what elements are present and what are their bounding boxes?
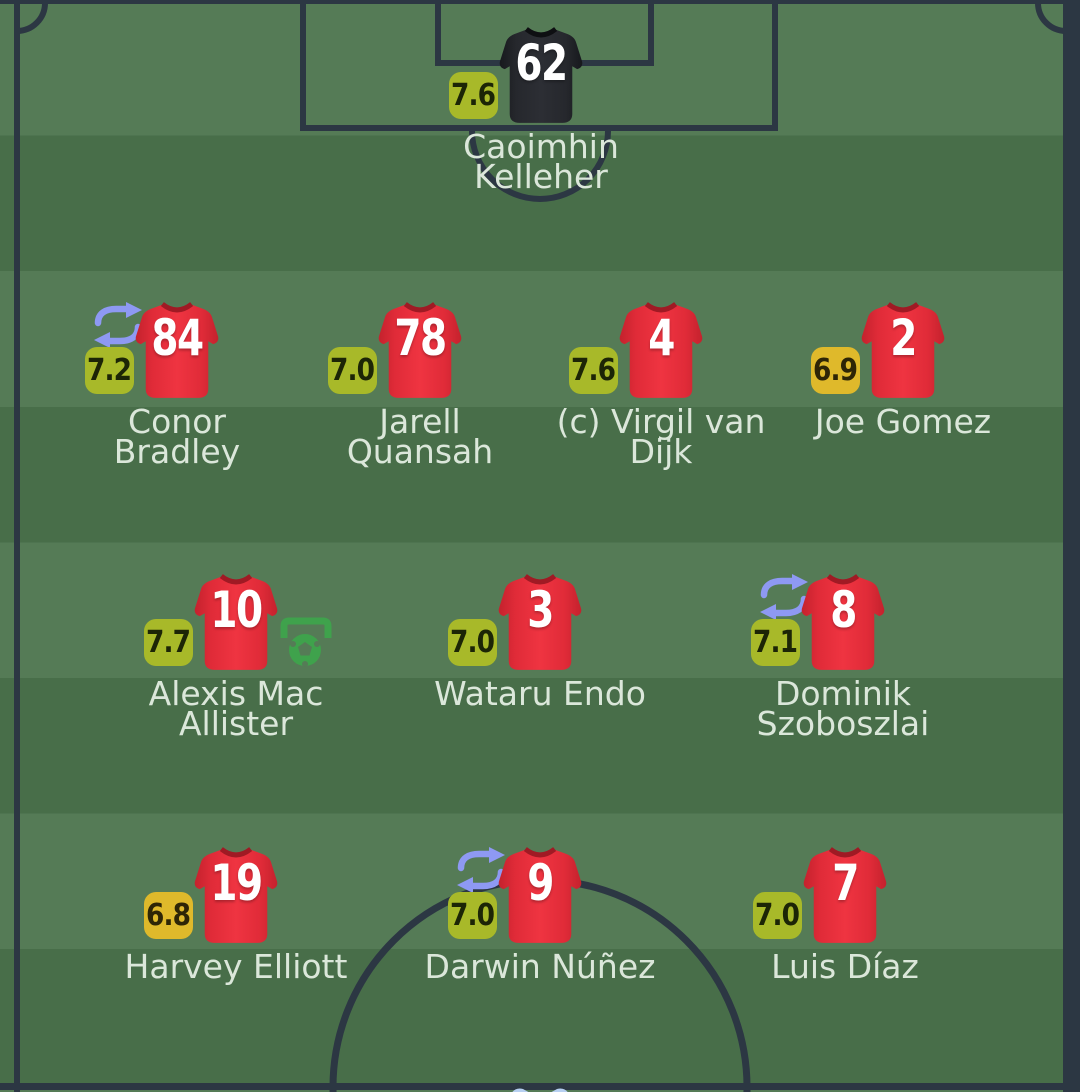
player-name: Joe Gomez: [763, 402, 1043, 441]
player-name-line: Alexis Mac: [148, 674, 324, 713]
player-name-line: Caoimhin Kelleher: [463, 127, 619, 196]
player-name-line: Wataru Endo: [434, 674, 646, 713]
rating-badge: 6.8: [144, 892, 193, 939]
rating-badge: 7.2: [85, 347, 134, 394]
player-caoimhin-kelleher[interactable]: 62 7.6 Caoimhin Kelleher: [401, 25, 681, 205]
player-name-line: Jarell: [379, 402, 461, 441]
player-wataru-endo[interactable]: 3 7.0 Wataru Endo: [400, 572, 680, 752]
player-jersey: 78: [377, 300, 463, 400]
player-name-line: Joe Gomez: [814, 402, 992, 441]
player-darwin-n-ez[interactable]: 9 7.0 Darwin Núñez: [400, 845, 680, 1025]
jersey-number: 2: [890, 309, 917, 367]
player-jersey: 9: [497, 845, 583, 945]
rating-badge: 7.6: [569, 347, 618, 394]
player-name: Dominik Szoboszlai: [703, 674, 983, 743]
player-name-line: Harvey Elliott: [124, 947, 348, 986]
corner-arc-left: [16, 2, 48, 34]
player-jersey: 4: [618, 300, 704, 400]
player-name-line: Darwin Núñez: [424, 947, 656, 986]
substitution-icon: [760, 574, 808, 620]
jersey-number: 9: [527, 854, 554, 912]
top-edge-bar: [0, 0, 1080, 4]
jersey-number: 10: [210, 581, 263, 639]
player-name-line: Dijk: [629, 432, 693, 471]
jersey-number: 62: [515, 34, 568, 92]
right-sideline: [1063, 0, 1069, 1092]
rating-badge: 6.9: [811, 347, 860, 394]
player-name-line: Szoboszlai: [756, 704, 930, 743]
player-c-virgil-van-dijk[interactable]: 4 7.6 (c) Virgil van Dijk: [521, 300, 801, 480]
goal-icon: [280, 617, 332, 667]
substitution-icon: [94, 302, 142, 348]
player-jersey: 84: [134, 300, 220, 400]
player-jersey: 10: [193, 572, 279, 672]
player-name: Darwin Núñez: [400, 947, 680, 986]
left-sideline: [14, 0, 20, 1092]
player-name: (c) Virgil van Dijk: [521, 402, 801, 471]
penalty-arc: [469, 130, 611, 202]
player-name: Jarell Quansah: [280, 402, 560, 471]
right-margin: [1069, 0, 1080, 1092]
player-name: Alexis Mac Allister: [96, 674, 376, 743]
halfway-line: [0, 1083, 1080, 1090]
jersey-number: 78: [394, 309, 447, 367]
jersey-number: 84: [151, 309, 204, 367]
player-harvey-elliott[interactable]: 19 6.8 Harvey Elliott: [96, 845, 376, 1025]
jersey-number: 8: [830, 581, 857, 639]
rating-badge: 7.7: [144, 619, 193, 666]
player-conor-bradley[interactable]: 84 7.2 Conor Bradley: [37, 300, 317, 480]
player-name: Wataru Endo: [400, 674, 680, 713]
player-jersey: 8: [800, 572, 886, 672]
player-dominik-szoboszlai[interactable]: 8 7.1 Dominik Szoboszlai: [703, 572, 983, 752]
player-jersey: 19: [193, 845, 279, 945]
substitution-icon: [457, 847, 505, 893]
player-jersey: 2: [860, 300, 946, 400]
player-name-line: Luis Díaz: [771, 947, 919, 986]
player-name-line: Dominik: [774, 674, 912, 713]
player-name-line: Bradley: [113, 432, 241, 471]
rating-badge: 7.0: [448, 619, 497, 666]
player-name-line: Conor: [128, 402, 226, 441]
jersey-number: 19: [210, 854, 263, 912]
penalty-box: [300, 0, 778, 131]
player-name-line: Allister: [178, 704, 294, 743]
player-name: Caoimhin Kelleher: [401, 127, 681, 196]
player-name: Harvey Elliott: [96, 947, 376, 986]
rating-badge: 7.6: [449, 72, 498, 119]
player-joe-gomez[interactable]: 2 6.9 Joe Gomez: [763, 300, 1043, 480]
rating-badge: 7.1: [751, 619, 800, 666]
jersey-number: 3: [527, 581, 554, 639]
player-name-line: Quansah: [346, 432, 494, 471]
player-luis-d-az[interactable]: 7 7.0 Luis Díaz: [705, 845, 985, 1025]
player-name: Conor Bradley: [37, 402, 317, 471]
jersey-number: 4: [648, 309, 675, 367]
corner-arc-right: [1035, 2, 1067, 34]
player-jersey: 62: [498, 25, 584, 125]
player-name-line: (c) Virgil van: [556, 402, 766, 441]
cutoff-jersey-top: [512, 1088, 568, 1092]
player-alexis-mac-allister[interactable]: 10 7.7 Alexis Mac Allister: [96, 572, 376, 752]
rating-badge: 7.0: [753, 892, 802, 939]
player-jersey: 3: [497, 572, 583, 672]
jersey-number: 7: [832, 854, 859, 912]
rating-badge: 7.0: [448, 892, 497, 939]
player-name: Luis Díaz: [705, 947, 985, 986]
player-jarell-quansah[interactable]: 78 7.0 Jarell Quansah: [280, 300, 560, 480]
player-jersey: 7: [802, 845, 888, 945]
rating-badge: 7.0: [328, 347, 377, 394]
